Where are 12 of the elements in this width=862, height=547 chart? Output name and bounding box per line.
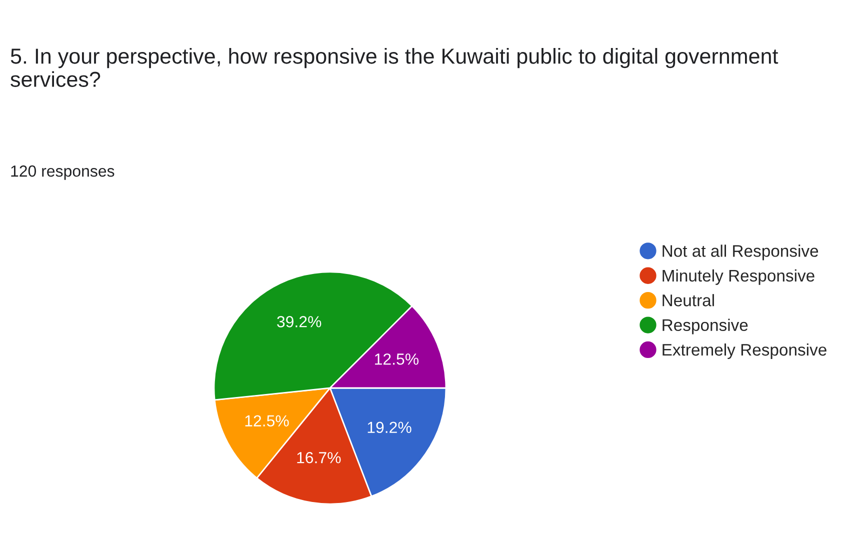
- legend-label: Minutely Responsive: [662, 269, 814, 285]
- legend-label: Responsive: [662, 318, 748, 334]
- legend-label: Neutral: [662, 294, 714, 306]
- data-label: 16.7%: [297, 452, 341, 464]
- data-label: 39.2%: [277, 316, 322, 328]
- data-label: 19.2%: [368, 422, 412, 434]
- text: 120 responses: [11, 165, 114, 180]
- legend-label: Not at all Responsive: [662, 244, 818, 260]
- legend-label: Extremely Responsive: [662, 343, 826, 360]
- data-label: 12.5%: [245, 415, 289, 427]
- data-label: 12.5%: [375, 353, 419, 365]
- chart-title: 5. In your perspective, how responsive is the Kuwaiti public to digital government services?: [10, 48, 778, 87]
